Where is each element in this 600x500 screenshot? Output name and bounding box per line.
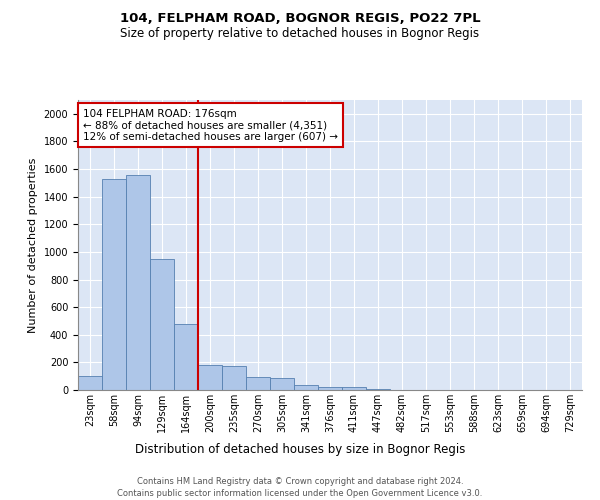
Bar (126, 174, 150, 390)
Y-axis label: Number of detached properties: Number of detached properties (28, 158, 38, 332)
Bar (78, 376, 102, 390)
Bar (174, 324, 198, 390)
Text: 104, FELPHAM ROAD, BOGNOR REGIS, PO22 7PL: 104, FELPHAM ROAD, BOGNOR REGIS, PO22 7P… (119, 12, 481, 26)
Bar (294, 385, 318, 390)
Text: Contains public sector information licensed under the Open Government Licence v3: Contains public sector information licen… (118, 489, 482, 498)
Text: Distribution of detached houses by size in Bognor Regis: Distribution of detached houses by size … (135, 442, 465, 456)
Bar (198, 365, 222, 390)
Bar (270, 378, 294, 390)
Text: 104 FELPHAM ROAD: 176sqm
← 88% of detached houses are smaller (4,351)
12% of sem: 104 FELPHAM ROAD: 176sqm ← 88% of detach… (83, 108, 338, 142)
Bar (222, 366, 246, 390)
Text: Contains HM Land Registry data © Crown copyright and database right 2024.: Contains HM Land Registry data © Crown c… (137, 478, 463, 486)
Bar (102, 178, 126, 390)
Text: Size of property relative to detached houses in Bognor Regis: Size of property relative to detached ho… (121, 28, 479, 40)
Bar (342, 387, 366, 390)
Bar (246, 377, 270, 390)
Bar (150, 259, 174, 390)
Bar (318, 386, 342, 390)
